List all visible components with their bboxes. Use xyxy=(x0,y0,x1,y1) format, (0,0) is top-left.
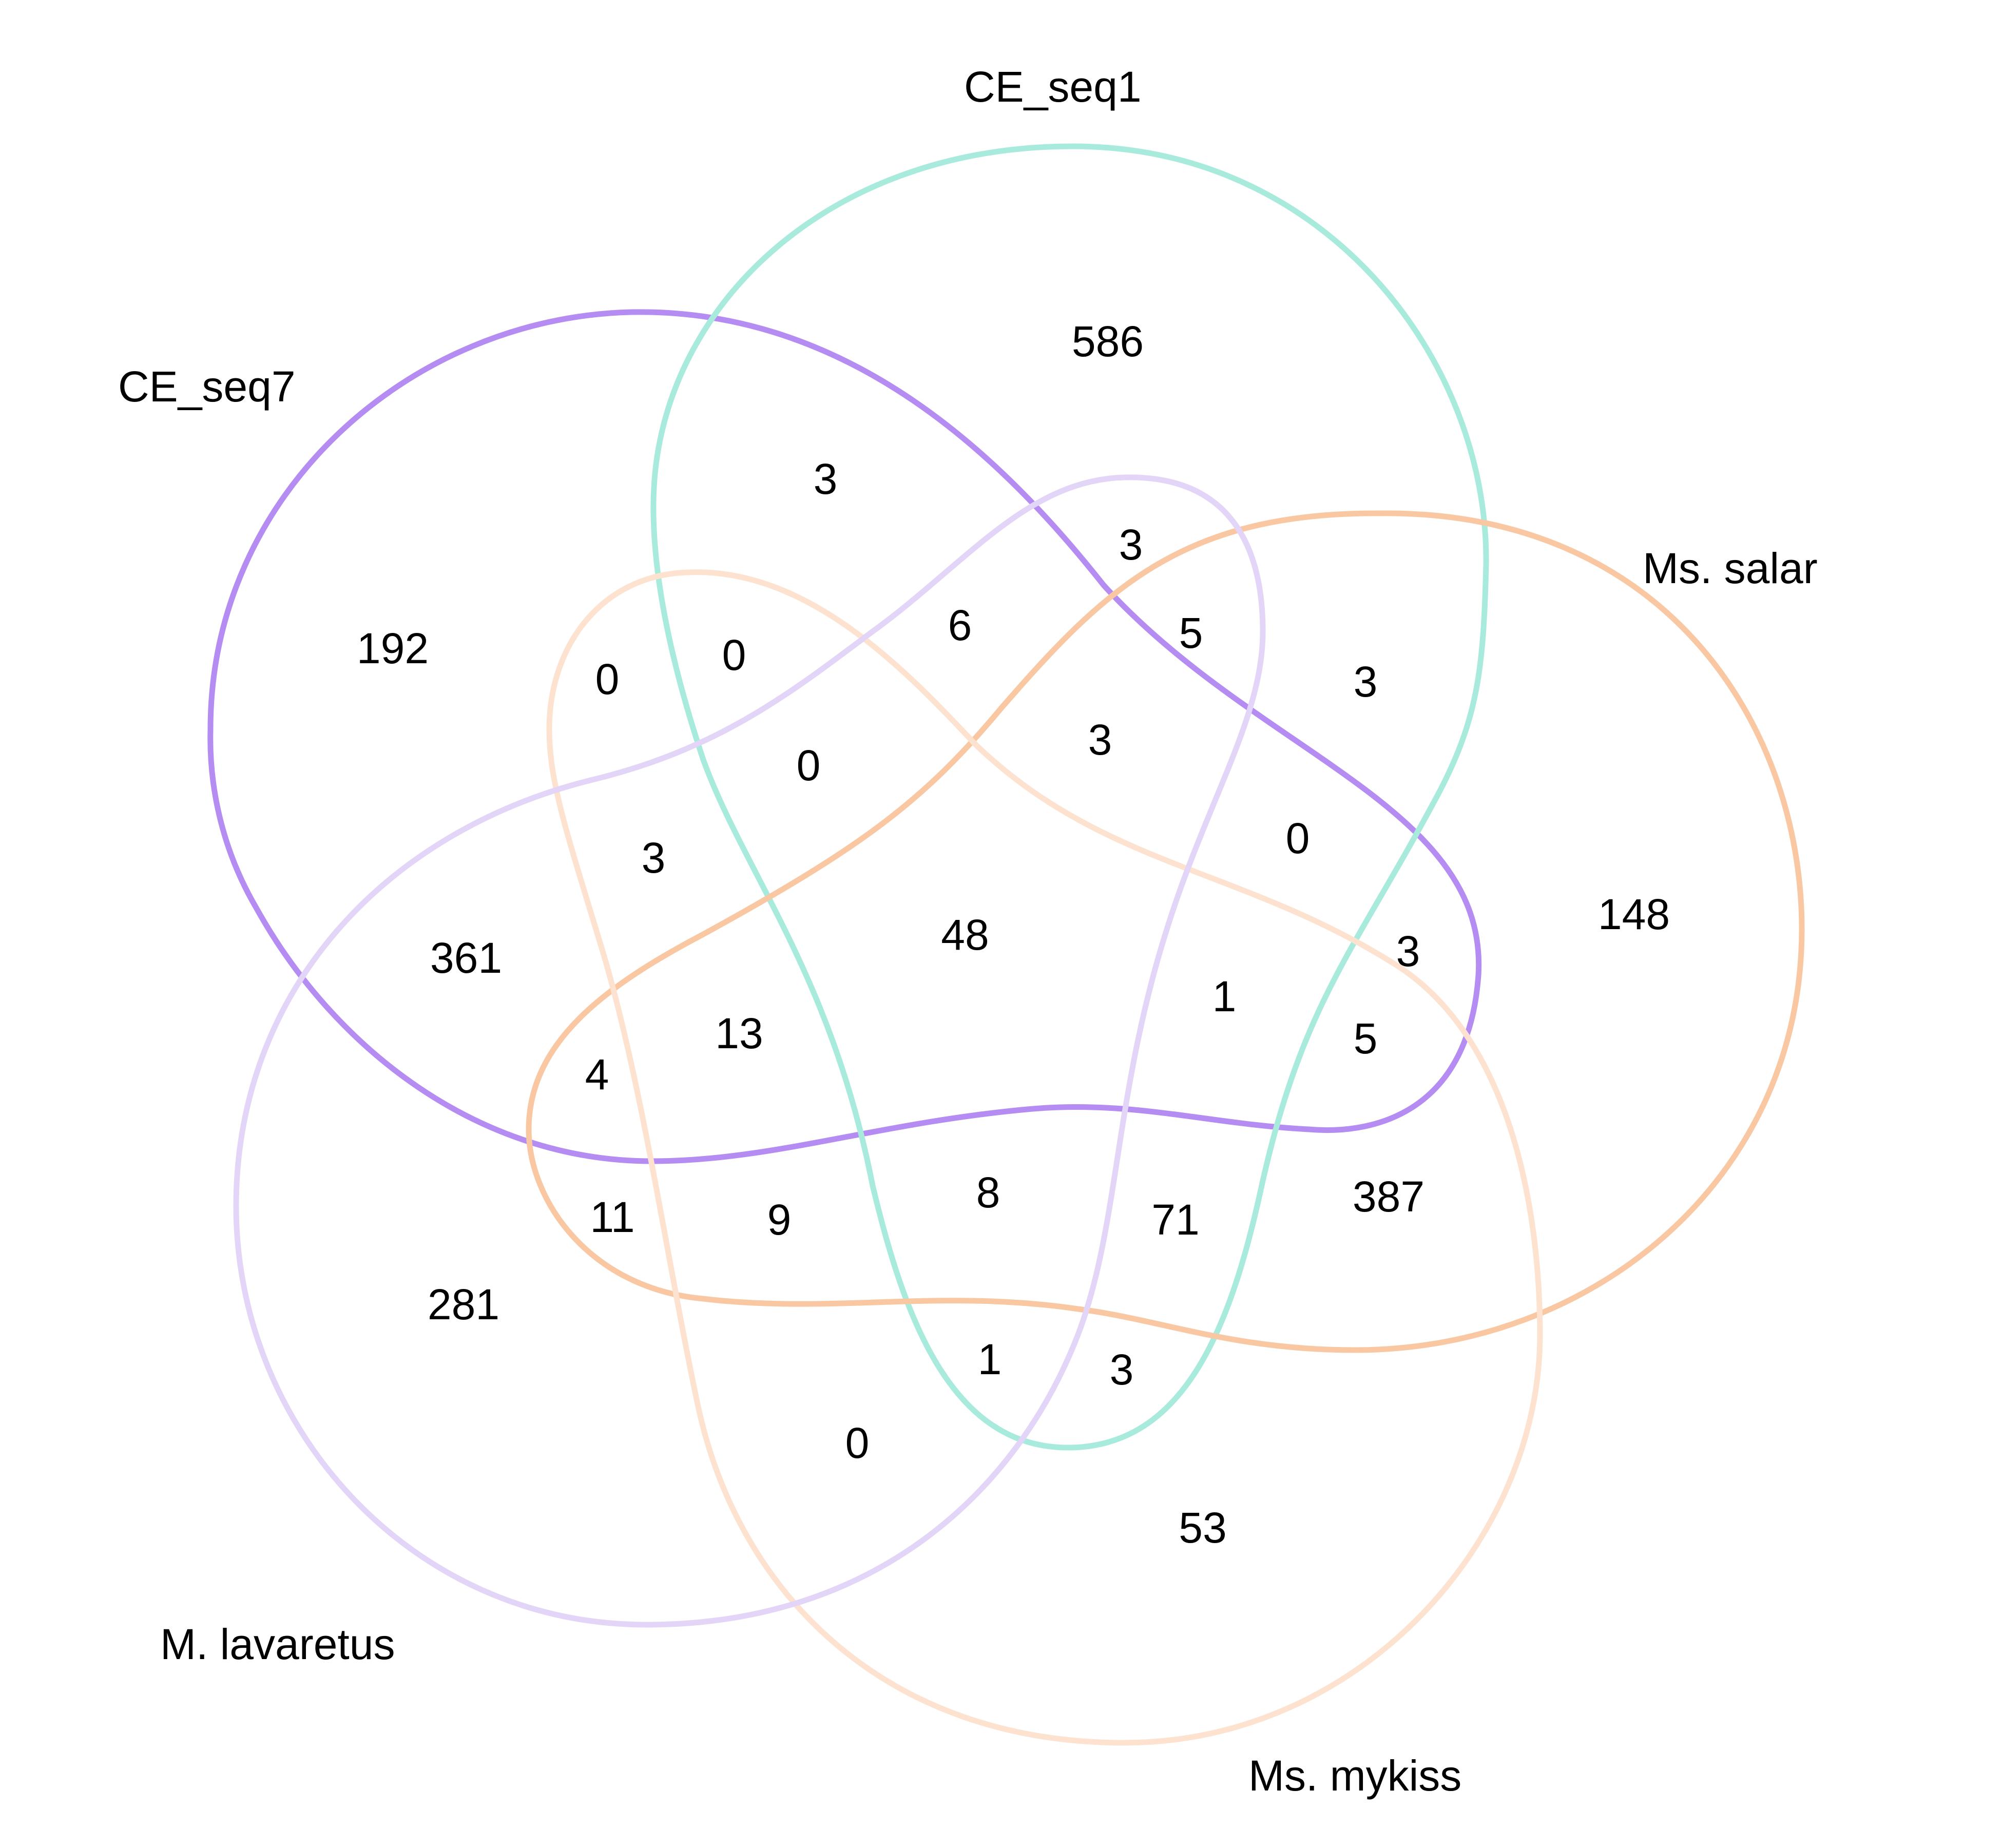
region-count: 3 xyxy=(1396,927,1420,975)
region-count: 1 xyxy=(1212,972,1237,1021)
region-count: 3 xyxy=(1110,1345,1134,1394)
region-count: 0 xyxy=(797,741,821,790)
region-count: 361 xyxy=(430,934,502,982)
count-only-ce-seq1: 586 xyxy=(1072,317,1144,365)
region-count: 0 xyxy=(1286,814,1310,862)
set-label-ms-salar: Ms. salar xyxy=(1643,544,1818,592)
count-only-ms-mykiss: 53 xyxy=(1179,1504,1226,1552)
set-label-ms-mykiss: Ms. mykiss xyxy=(1248,1751,1461,1800)
region-count: 5 xyxy=(1354,1014,1378,1063)
region-count: 71 xyxy=(1151,1196,1199,1244)
region-count: 387 xyxy=(1353,1172,1424,1221)
region-count: 11 xyxy=(590,1193,634,1241)
region-count: 3 xyxy=(1119,521,1143,569)
ce-seq1-outline xyxy=(650,143,1489,1451)
count-only-ce-seq7: 192 xyxy=(357,624,429,672)
region-count: 3 xyxy=(814,455,838,503)
set-label-ce-seq7: CE_seq7 xyxy=(118,362,296,411)
ms-mykiss-outline xyxy=(546,569,1543,1746)
ce-seq7-outline xyxy=(207,309,1482,1164)
set-label-m-lavaretus: M. lavaretus xyxy=(160,1620,395,1668)
region-count: 0 xyxy=(845,1419,870,1467)
region-count: 6 xyxy=(948,601,972,649)
count-only-ms-salar: 148 xyxy=(1598,890,1670,938)
region-count: 5 xyxy=(1179,609,1203,657)
region-count: 13 xyxy=(715,1009,763,1057)
region-count: 8 xyxy=(976,1168,1000,1217)
count-only-m-lavaretus: 281 xyxy=(428,1280,499,1329)
ms-salar-outline xyxy=(526,510,1805,1353)
region-count: 3 xyxy=(1354,658,1378,706)
region-count: 1 xyxy=(978,1335,1002,1383)
set-label-ce-seq1: CE_seq1 xyxy=(964,63,1142,111)
region-count: 9 xyxy=(767,1196,792,1244)
region-count: 3 xyxy=(642,834,666,882)
region-count: 0 xyxy=(595,655,620,703)
m-lavaretus-outline xyxy=(233,474,1266,1628)
region-count: 0 xyxy=(722,631,746,679)
region-count: 48 xyxy=(941,911,989,959)
region-count: 3 xyxy=(1088,716,1112,764)
region-count: 4 xyxy=(585,1050,609,1099)
